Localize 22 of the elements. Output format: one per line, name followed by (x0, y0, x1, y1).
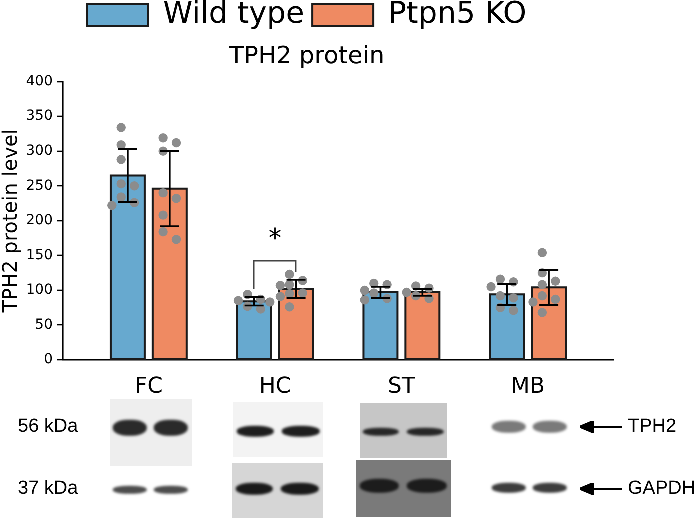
x-tick-label: ST (388, 374, 416, 399)
legend-label: Ptpn5 KO (388, 0, 527, 31)
y-tick-label: 350 (26, 108, 53, 124)
chart-title: TPH2 protein (228, 42, 385, 70)
text: 37 kDa (18, 478, 78, 500)
y-axis-title: TPH2 protein level (0, 129, 22, 314)
y-tick-label: 50 (35, 316, 53, 333)
text: TPH2 (628, 416, 677, 438)
y-tick-label: 200 (26, 212, 53, 229)
x-tick-label: HC (259, 374, 292, 399)
text: 56 kDa (18, 416, 78, 438)
annotation: * (268, 224, 282, 254)
legend-label: Wild type (163, 0, 305, 31)
y-tick-label: 300 (26, 142, 53, 159)
y-tick-label: 150 (26, 247, 53, 264)
x-tick-label: MB (511, 374, 546, 399)
y-tick-label: 100 (26, 282, 53, 298)
y-tick-label: 400 (26, 73, 53, 90)
y-tick-label: 250 (26, 178, 53, 194)
x-tick-label: FC (134, 374, 163, 399)
text: GAPDH (628, 478, 696, 500)
y-tick-label: 0 (44, 352, 53, 368)
